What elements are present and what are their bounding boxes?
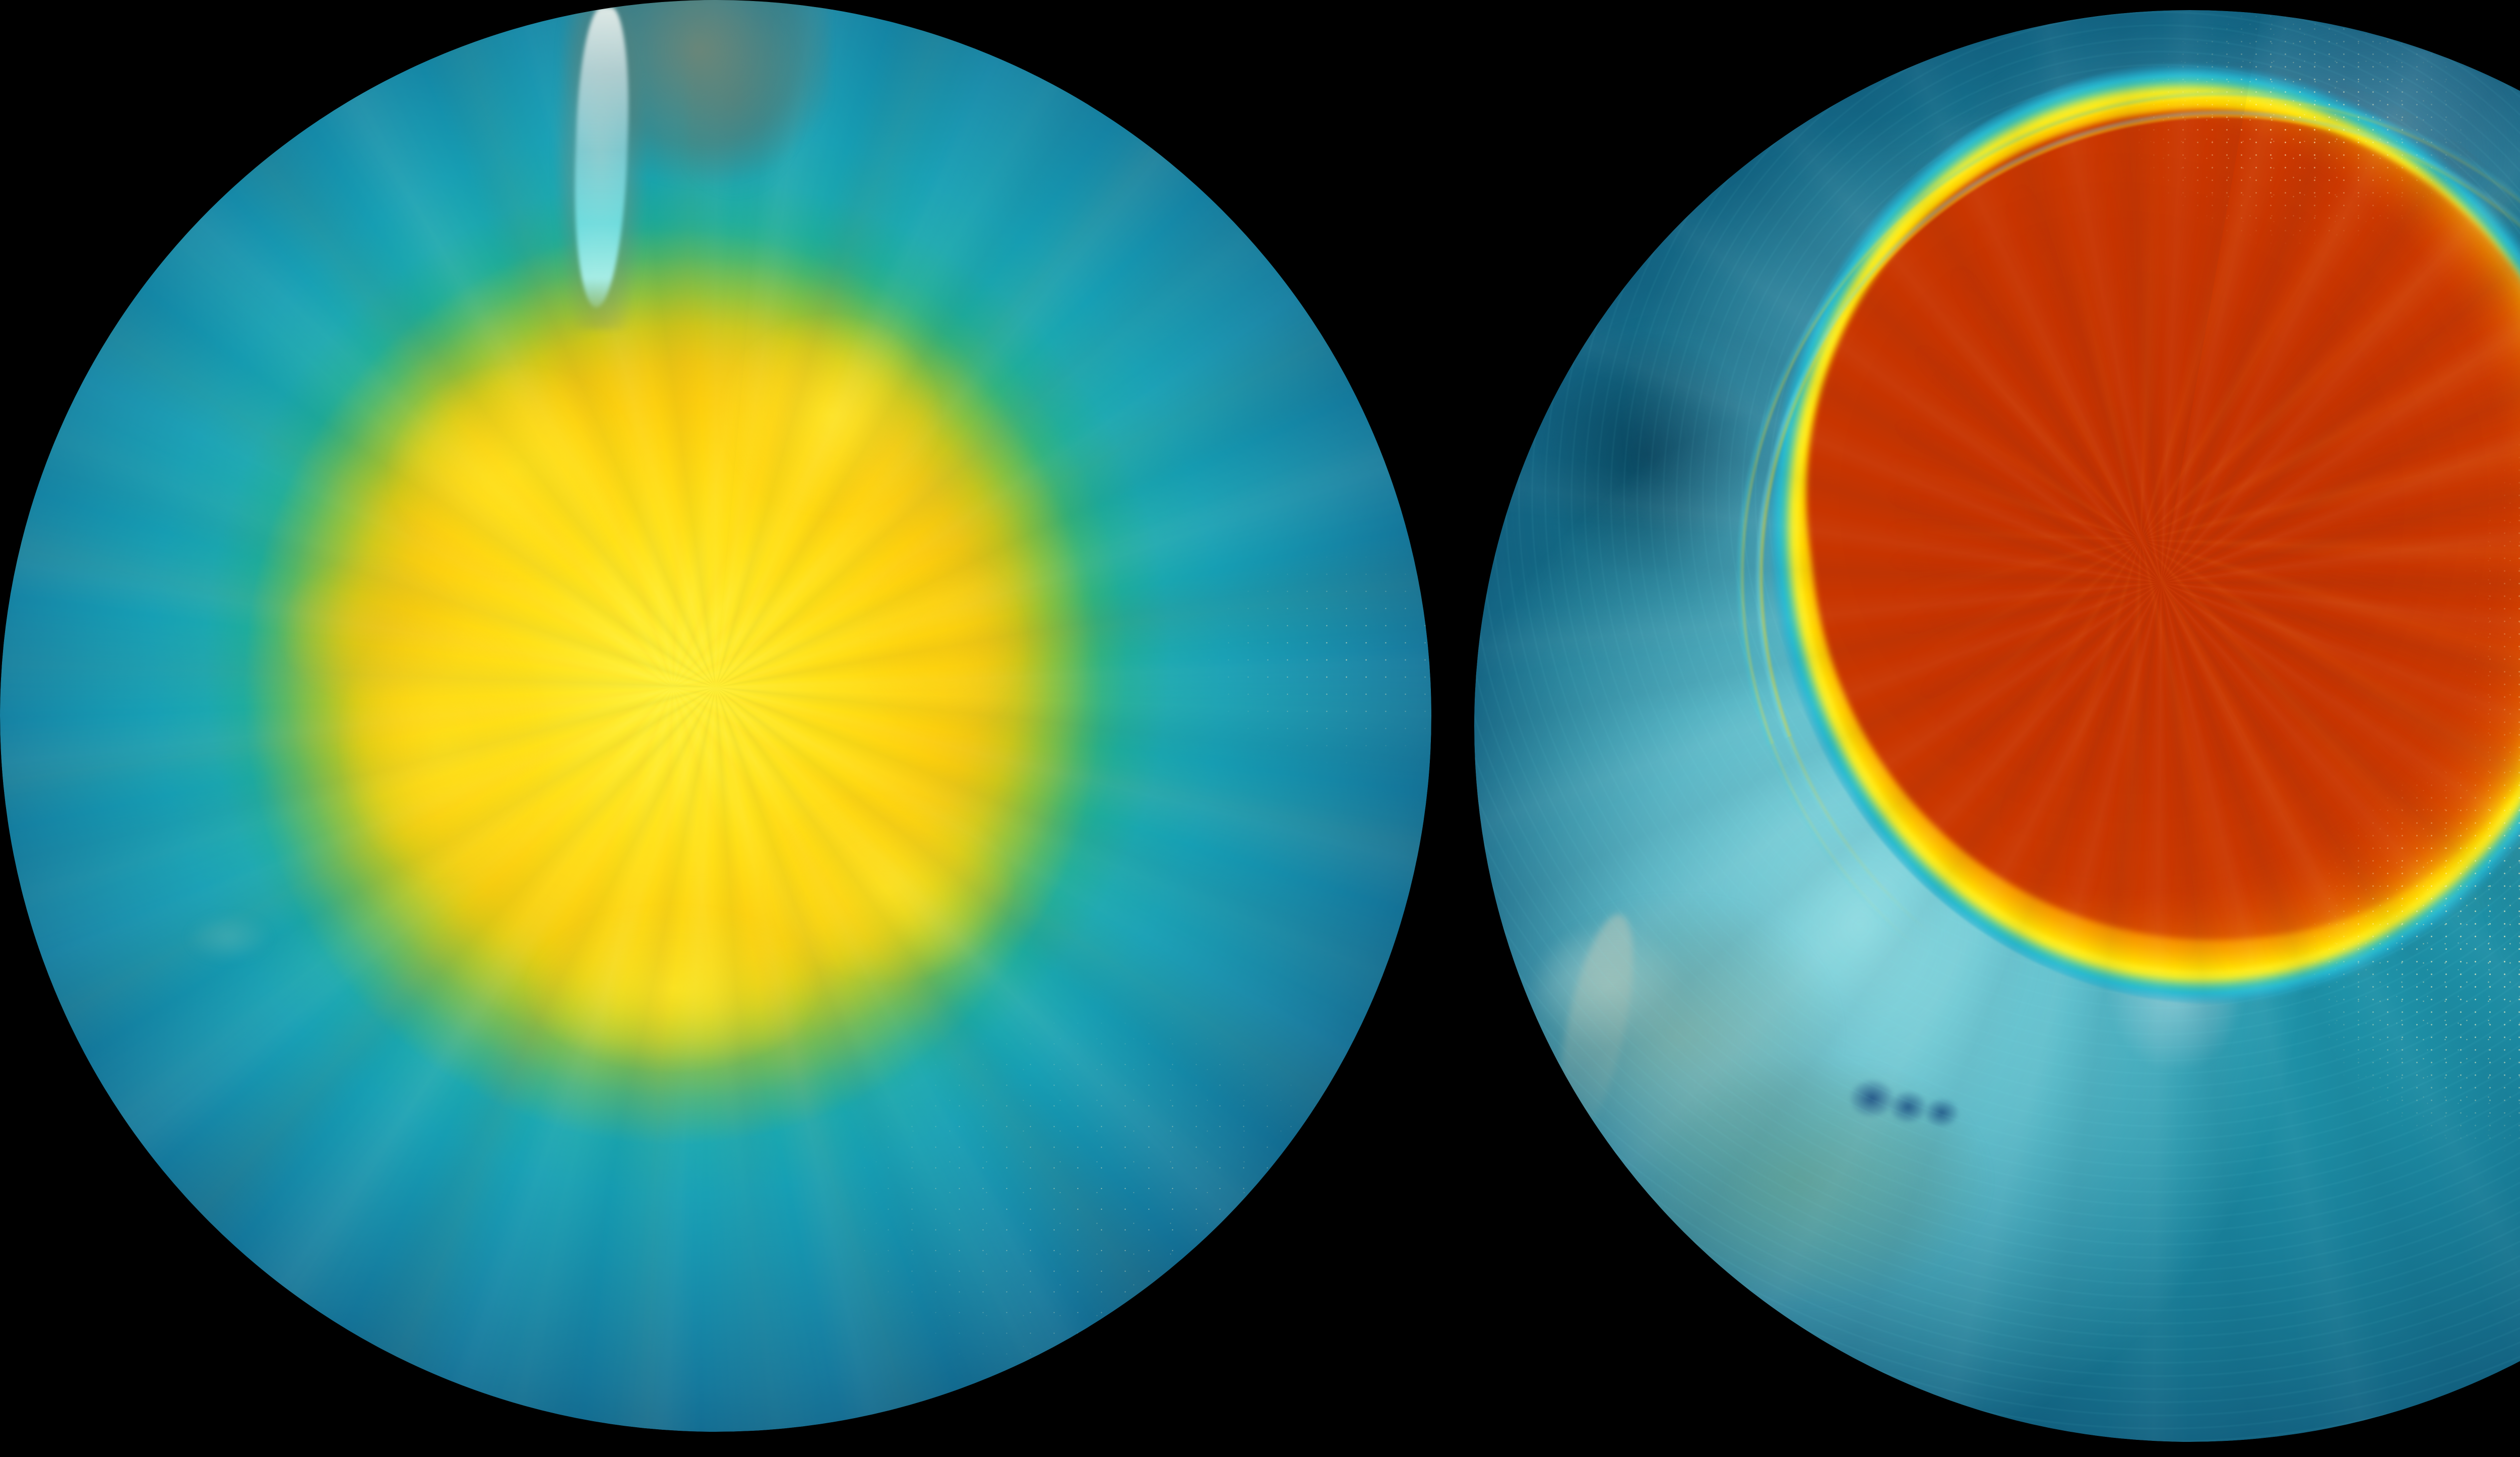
north-globe-description: Arctic polar view dominated by a deep re…: [0, 0, 1, 1]
arctic-ozone-hole-globe[interactable]: [1474, 10, 2520, 1442]
antarctic-ozone-globe[interactable]: [0, 0, 1431, 1432]
south-globe-description: Antarctic polar view showing a large ozo…: [0, 0, 1, 1]
south-limb-shading: [0, 0, 1431, 1432]
